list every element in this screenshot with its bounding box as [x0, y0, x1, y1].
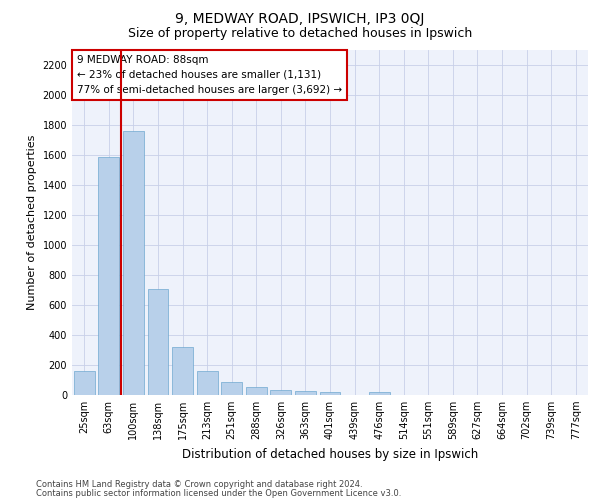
- Text: Size of property relative to detached houses in Ipswich: Size of property relative to detached ho…: [128, 28, 472, 40]
- Bar: [295, 391, 316, 395]
- Bar: [271, 390, 292, 395]
- Text: Contains public sector information licensed under the Open Government Licence v3: Contains public sector information licen…: [36, 488, 401, 498]
- Bar: [148, 288, 169, 395]
- Text: 9 MEDWAY ROAD: 88sqm
← 23% of detached houses are smaller (1,131)
77% of semi-de: 9 MEDWAY ROAD: 88sqm ← 23% of detached h…: [77, 55, 342, 95]
- Bar: [320, 392, 340, 395]
- Y-axis label: Number of detached properties: Number of detached properties: [27, 135, 37, 310]
- Bar: [221, 382, 242, 395]
- Bar: [172, 347, 193, 395]
- Text: 9, MEDWAY ROAD, IPSWICH, IP3 0QJ: 9, MEDWAY ROAD, IPSWICH, IP3 0QJ: [175, 12, 425, 26]
- Bar: [98, 156, 119, 395]
- Bar: [246, 387, 267, 395]
- Bar: [368, 392, 389, 395]
- Text: Contains HM Land Registry data © Crown copyright and database right 2024.: Contains HM Land Registry data © Crown c…: [36, 480, 362, 489]
- Bar: [74, 371, 95, 395]
- Bar: [197, 371, 218, 395]
- X-axis label: Distribution of detached houses by size in Ipswich: Distribution of detached houses by size …: [182, 448, 478, 460]
- Bar: [123, 131, 144, 395]
